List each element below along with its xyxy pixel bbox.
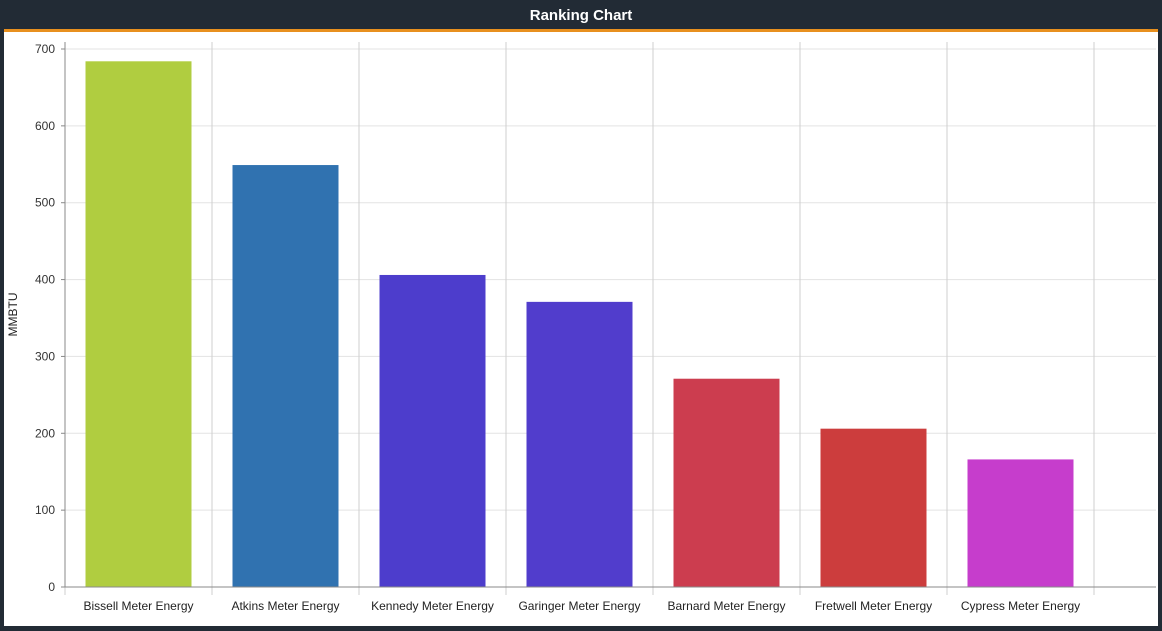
title-accent-line <box>4 29 1158 32</box>
x-category-label: Bissell Meter Energy <box>83 599 193 613</box>
category-divider-layer <box>64 42 1095 595</box>
window-title: Ranking Chart <box>0 0 1162 30</box>
x-category-labels: Bissell Meter Energy Atkins Meter Energy K… <box>83 599 1080 613</box>
x-category-label: Fretwell Meter Energy <box>815 599 932 613</box>
bar-fretwell-meter-energy[interactable] <box>820 428 927 587</box>
y-tick-label: 200 <box>35 426 55 440</box>
x-category-label: Cypress Meter Energy <box>961 599 1080 613</box>
x-category-label: Garinger Meter Energy <box>518 599 640 613</box>
y-tick-label: 500 <box>35 196 55 210</box>
y-tick-label: 0 <box>48 580 55 594</box>
y-tick-label: 700 <box>35 42 55 56</box>
bar-atkins-meter-energy[interactable] <box>232 165 339 587</box>
y-tick-label: 600 <box>35 119 55 133</box>
y-tick-label: 100 <box>35 503 55 517</box>
y-tick-label: 300 <box>35 349 55 363</box>
ranking-bar-chart: 0 100 200 300 400 500 600 700 Bissell Meter Ene… <box>6 42 1156 613</box>
x-category-label: Kennedy Meter Energy <box>371 599 494 613</box>
y-axis-title: MMBTU <box>6 293 20 337</box>
y-tick-labels: 0 100 200 300 400 500 600 700 <box>35 42 55 594</box>
bar-bissell-meter-energy[interactable] <box>85 61 192 588</box>
bar-layer <box>85 61 1074 588</box>
bar-barnard-meter-energy[interactable] <box>673 378 780 587</box>
bar-cypress-meter-energy[interactable] <box>967 459 1074 587</box>
axis-layer <box>61 42 1156 588</box>
y-tick-label: 400 <box>35 273 55 287</box>
bar-garinger-meter-energy[interactable] <box>526 301 633 587</box>
x-category-label: Atkins Meter Energy <box>231 599 339 613</box>
bar-kennedy-meter-energy[interactable] <box>379 274 486 587</box>
x-category-label: Barnard Meter Energy <box>667 599 785 613</box>
chart-panel: 0 100 200 300 400 500 600 700 Bissell Meter Ene… <box>4 32 1158 626</box>
